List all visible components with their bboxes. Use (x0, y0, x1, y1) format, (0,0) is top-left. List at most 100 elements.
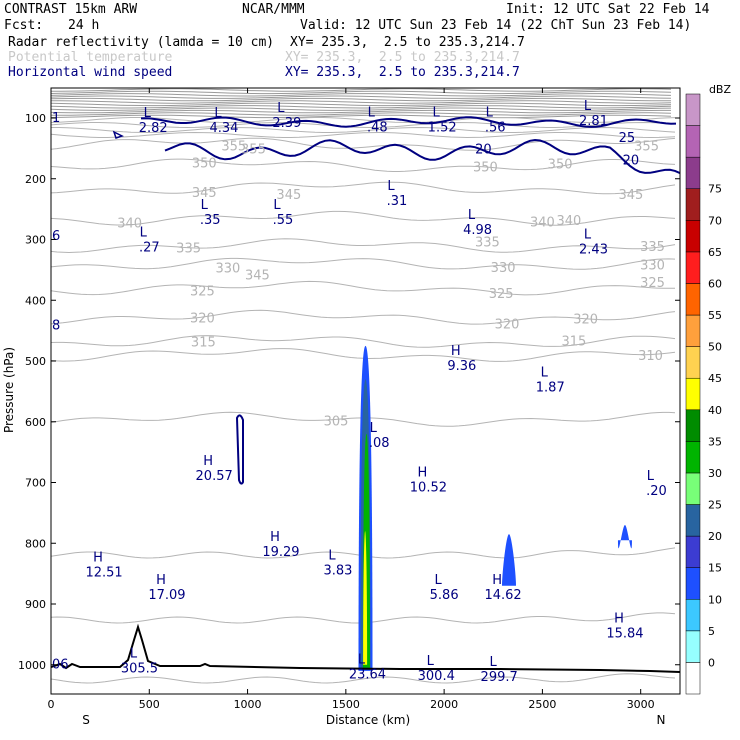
x-tick-label: 2000 (430, 698, 458, 711)
theta-contours (51, 137, 676, 684)
stratosphere-line (51, 100, 672, 104)
extremum-type-label: H (492, 573, 502, 588)
stratosphere-line (51, 109, 671, 114)
wind-contour-line (235, 414, 244, 485)
extremum-value-label: 3.83 (324, 564, 353, 579)
theta-contour-label: 350 (192, 156, 217, 171)
extremum-type-label: L (435, 573, 443, 588)
colorbar-swatch (685, 125, 701, 158)
colorbar: dBZ 0 5 10 15 20 25 30 35 40 45 50 55 60 65 70 75 (685, 83, 732, 695)
theta-contour-label: 340 (530, 215, 555, 230)
extremum-type-label: L (387, 179, 395, 194)
extremum-type-label: H (614, 611, 624, 626)
reflectivity-cells (358, 345, 632, 671)
extremum-type-label: L (427, 654, 435, 669)
extremum-type-label: L (140, 226, 148, 241)
producer-label: NCAR/MMM (242, 2, 305, 17)
theta-contour-label: 315 (191, 336, 216, 351)
colorbar-swatch (685, 251, 701, 284)
field-theta-xy: XY= 235.3, 2.5 to 235.3,214.7 (285, 50, 520, 65)
south-label: S (82, 713, 90, 727)
colorbar-label: 65 (708, 246, 722, 259)
theta-contour-label: 330 (215, 261, 240, 276)
theta-contour-label: 335 (176, 241, 201, 256)
theta-contour-label: 305 (324, 415, 349, 430)
extremum-type-label: H (451, 344, 461, 359)
extremum-type-label: L (370, 421, 378, 436)
colorbar-label: 15 (708, 562, 722, 575)
stratosphere-line (51, 107, 672, 111)
reflectivity-cell (617, 525, 632, 549)
extremum-type-label: H (418, 466, 428, 481)
x-tick-label: 1500 (332, 698, 360, 711)
colorbar-label: 45 (708, 372, 722, 385)
stratosphere-line (51, 102, 672, 107)
colorbar-swatch (685, 567, 701, 600)
x-tick-label: 0 (48, 698, 55, 711)
colorbar-label: 0 (708, 656, 715, 669)
colorbar-label: 40 (708, 404, 722, 417)
extremum-value-label: 12.51 (85, 566, 122, 581)
extremum-value-label: .56 (485, 120, 506, 135)
extremum-type-label: H (270, 530, 280, 545)
colorbar-swatch (685, 283, 701, 316)
extremum-value-label: 4.98 (463, 223, 492, 238)
terrain-line (51, 623, 680, 673)
colorbar-swatch (685, 662, 701, 695)
theta-contour-line (51, 210, 676, 226)
theta-contour-line (51, 335, 676, 348)
x-tick-label: 500 (139, 698, 160, 711)
colorbar-swatch (685, 377, 701, 411)
extremum-value-label: 14.62 (484, 588, 521, 603)
colorbar-label: 60 (708, 277, 722, 290)
colorbar-label: 75 (708, 183, 722, 196)
x-axis-label: Distance (km) (326, 713, 410, 727)
theta-contour-line (51, 348, 676, 362)
stratosphere-line (51, 131, 676, 139)
extremum-type-label: L (486, 105, 494, 120)
theta-contour-label: 335 (640, 240, 665, 255)
theta-contour-label: 325 (489, 287, 514, 302)
stratosphere-line (51, 112, 672, 116)
extremum-type-label: L (144, 106, 152, 121)
stratosphere-line (51, 93, 672, 97)
colorbar-swatch (685, 599, 701, 632)
extremum-value-label: .35 (200, 213, 221, 228)
x-tick-label: 2500 (528, 698, 556, 711)
colorbar-label: 5 (708, 625, 715, 638)
extremum-type-label: L (541, 365, 549, 380)
extremum-value-label: 20.57 (196, 469, 233, 484)
colorbar-swatch (685, 535, 701, 568)
theta-contour-line (51, 137, 676, 151)
stratosphere-line (51, 95, 672, 99)
theta-contour-label: 325 (190, 285, 215, 300)
theta-contour-label: 340 (557, 214, 582, 229)
extremum-value-label: .48 (367, 120, 388, 135)
colorbar-title: dBZ (709, 83, 732, 96)
wind-contour-label: 20 (623, 153, 640, 168)
theta-contour-line (51, 309, 676, 325)
field-reflectivity-name: Radar reflectivity (lamda = 10 cm) (8, 35, 275, 50)
y-tick-label: 800 (25, 537, 46, 550)
terrain-profile (51, 623, 680, 673)
theta-contour-line (51, 181, 676, 195)
axes (50, 87, 681, 695)
y-tick-label: 400 (25, 294, 46, 307)
colorbar-swatch (685, 188, 701, 221)
theta-contour-line (51, 238, 676, 254)
reflectivity-cell (501, 534, 516, 586)
y-tick-label: 300 (25, 234, 46, 247)
extremum-type-label: L (277, 101, 285, 116)
extrema-labels: L2.82L4.34L2.39L.48L1.52L.56L2.81L.31L.3… (85, 99, 666, 685)
theta-contour-label: 355 (221, 139, 246, 154)
y-tick-label: 1000 (18, 659, 46, 672)
theta-contour-label: 350 (473, 161, 498, 176)
y-tick-label: 200 (25, 173, 46, 186)
stratosphere-line (51, 105, 672, 109)
fcst-label: Fcst: (4, 18, 44, 33)
x-tick-label: 1000 (234, 698, 262, 711)
colorbar-swatch (685, 441, 701, 474)
extremum-value-label: 15.84 (606, 626, 643, 641)
